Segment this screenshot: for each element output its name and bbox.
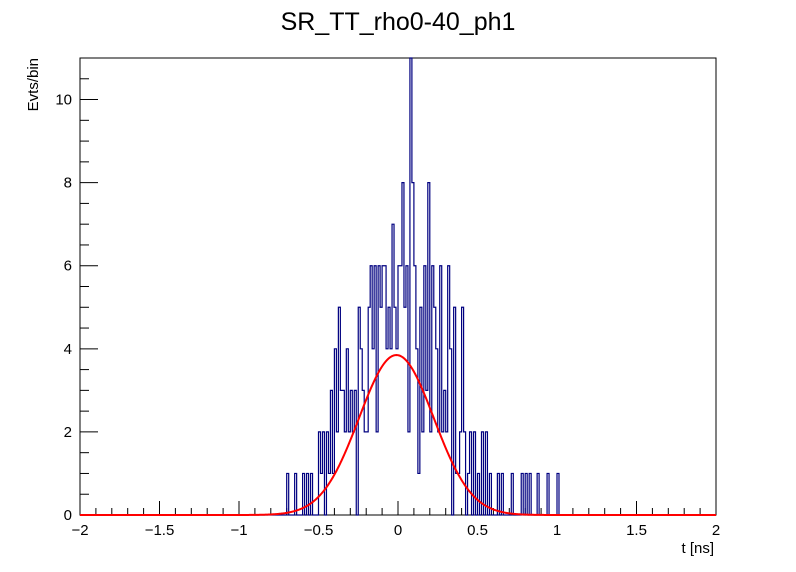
y-tick-label: 6 bbox=[64, 258, 72, 275]
x-tick-label: −1.5 bbox=[145, 522, 175, 539]
x-tick-label: 2 bbox=[712, 522, 720, 539]
x-tick-label: −0.5 bbox=[304, 522, 334, 539]
x-axis: −2 −1.5 −1 −0.5 0 0.5 1 1.5 2 bbox=[71, 501, 720, 539]
fit-curve bbox=[80, 354, 716, 516]
x-tick-label: 0.5 bbox=[467, 522, 488, 539]
x-tick-label: −1 bbox=[230, 522, 247, 539]
x-tick-label: −2 bbox=[71, 522, 88, 539]
x-axis-title: t [ns] bbox=[681, 540, 714, 557]
y-tick-label: 2 bbox=[64, 424, 72, 441]
y-tick-label: 0 bbox=[64, 507, 72, 524]
chart-title: SR_TT_rho0-40_ph1 bbox=[281, 8, 516, 36]
x-tick-label: 1.5 bbox=[626, 522, 647, 539]
y-tick-label: 4 bbox=[64, 341, 72, 358]
y-axis-title: Evts/bin bbox=[25, 58, 42, 111]
y-tick-label: 8 bbox=[64, 175, 72, 192]
fit-curve-series bbox=[80, 354, 716, 516]
x-tick-label: 0 bbox=[394, 522, 402, 539]
x-tick-label: 1 bbox=[553, 522, 561, 539]
y-tick-label: 10 bbox=[55, 92, 72, 109]
